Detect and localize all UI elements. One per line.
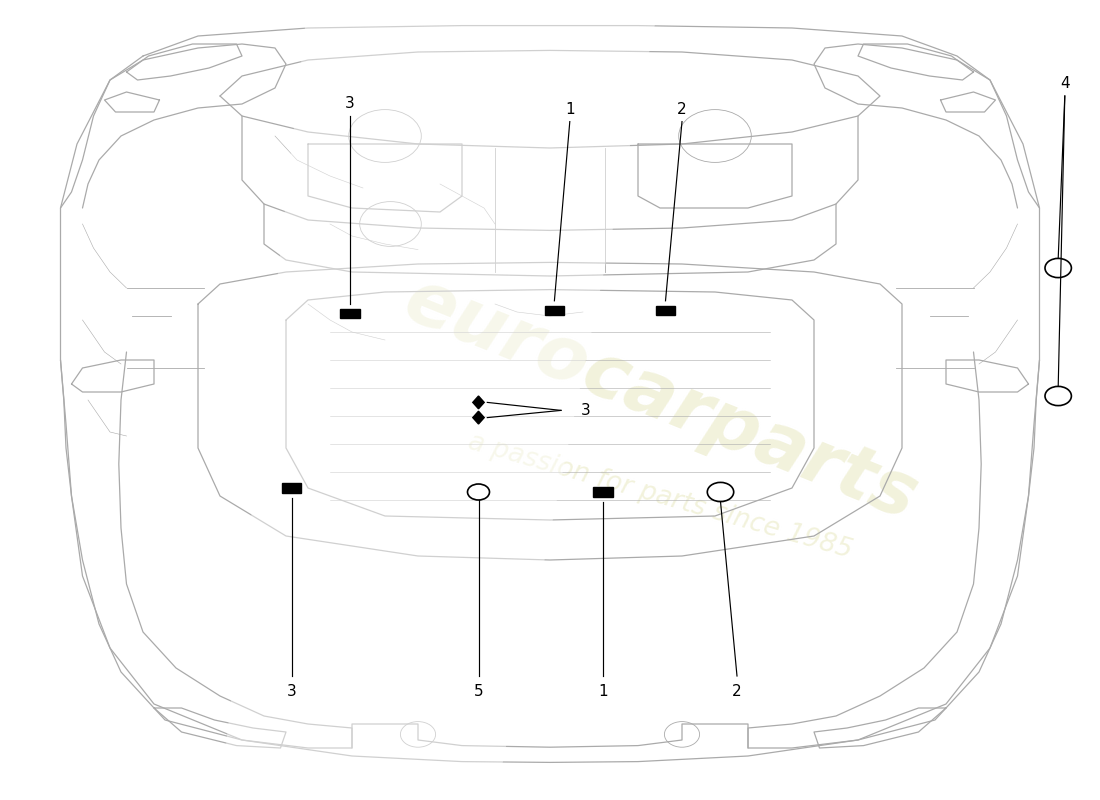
Bar [656,306,675,315]
Text: 4: 4 [1060,76,1069,90]
Text: eurocarparts: eurocarparts [393,264,927,536]
Text: 2: 2 [733,685,741,699]
Text: 1: 1 [565,102,574,117]
Polygon shape [473,396,484,409]
Text: 1: 1 [598,685,607,699]
Bar [544,306,564,315]
Text: 3: 3 [581,403,591,418]
Text: 3: 3 [287,685,296,699]
Polygon shape [220,0,660,800]
Polygon shape [473,411,484,424]
Text: 3: 3 [345,97,354,111]
Text: a passion for parts since 1985: a passion for parts since 1985 [465,429,855,563]
Text: 5: 5 [474,685,483,699]
Bar [593,487,613,497]
Text: 2: 2 [678,102,686,117]
Bar [282,483,301,493]
Bar [340,309,360,318]
